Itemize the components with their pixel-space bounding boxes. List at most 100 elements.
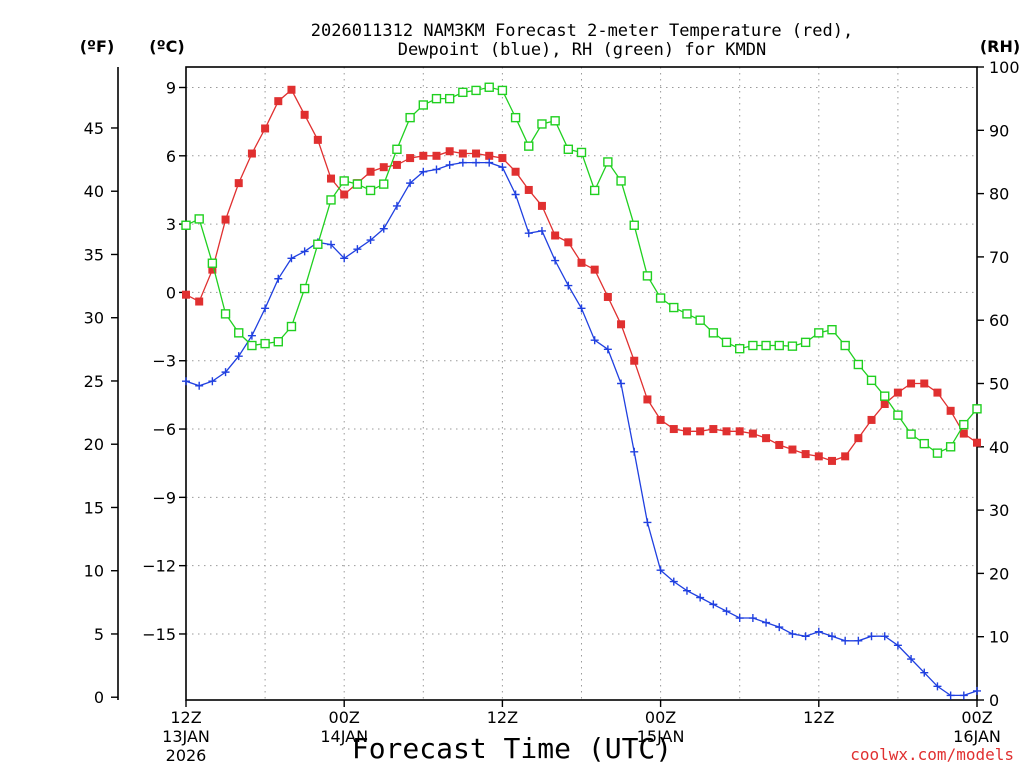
rh-point: [326, 195, 336, 205]
celsius-tick-label: 9: [166, 78, 176, 97]
temperature-point: [854, 434, 863, 443]
rh-tick-label: 30: [989, 501, 1009, 520]
celsius-tick-label: −12: [142, 557, 176, 576]
dewpoint-point: [472, 158, 481, 167]
dewpoint-point: [814, 627, 823, 636]
temperature-point: [709, 425, 718, 434]
dewpoint-point: [946, 691, 955, 700]
dewpoint-point: [775, 623, 784, 632]
dewpoint-point: [682, 586, 691, 595]
rh-point: [405, 112, 415, 123]
rh-point: [655, 293, 666, 303]
dewpoint-point: [656, 566, 665, 575]
dewpoint-point: [617, 379, 626, 388]
series-layer: [181, 82, 982, 700]
temperature-point: [630, 356, 639, 365]
temperature-point: [827, 456, 836, 465]
rh-point: [524, 141, 534, 151]
rh-point: [629, 220, 639, 230]
dewpoint-point: [893, 641, 902, 650]
dewpoint-series: [182, 158, 981, 700]
temperature-point: [379, 163, 388, 172]
dewpoint-point: [643, 518, 652, 527]
rh-point: [313, 239, 323, 249]
rh-point: [181, 220, 191, 230]
celsius-tick-label: −9: [152, 488, 176, 507]
temperature-point: [195, 297, 204, 306]
dewpoint-point: [498, 163, 507, 172]
x-axis-label: Forecast Time (UTC): [352, 732, 672, 765]
temperature-point: [762, 434, 771, 443]
x-tick-label: 00Z: [645, 708, 676, 727]
celsius-tick-label: −6: [152, 420, 176, 439]
dewpoint-point: [392, 201, 401, 210]
temperature-point: [485, 151, 494, 160]
temperature-point: [722, 427, 731, 436]
temperature-point: [920, 379, 929, 388]
x-tick-label: 00Z: [329, 708, 360, 727]
rh-point: [827, 324, 837, 335]
temperature-point: [656, 415, 665, 424]
dewpoint-point: [854, 636, 863, 645]
dewpoint-point: [709, 600, 718, 609]
dewpoint-point: [748, 614, 757, 623]
dewpoint-point: [353, 245, 362, 254]
temperature-point: [458, 149, 467, 158]
rh-point: [959, 419, 969, 430]
dewpoint-point: [590, 336, 599, 345]
temperature-point: [498, 154, 507, 163]
temperature-point: [669, 425, 678, 434]
temperature-point: [788, 445, 797, 454]
dewpoint-point: [300, 247, 309, 256]
dewpoint-point: [551, 256, 560, 265]
temperature-point: [617, 320, 626, 329]
temperature-point: [445, 147, 454, 156]
dewpoint-point: [722, 607, 731, 616]
rh-point: [194, 214, 204, 224]
rh-tick-label: 40: [989, 438, 1009, 457]
dewpoint-point: [762, 618, 771, 627]
temperature-point: [208, 265, 217, 274]
temperature-point: [735, 427, 744, 436]
fahrenheit-unit-label: (ºF): [80, 37, 115, 56]
temperature-point: [893, 388, 902, 397]
rh-point: [510, 112, 521, 123]
temperature-point: [748, 429, 757, 438]
temperature-point: [419, 151, 428, 160]
temperature-point: [524, 185, 533, 194]
dewpoint-point: [973, 686, 981, 695]
rh-point: [418, 100, 428, 110]
temperature-point: [814, 452, 823, 461]
temperature-point: [287, 85, 296, 94]
rh-point: [761, 340, 771, 351]
rh-point: [484, 82, 494, 92]
temperature-point: [801, 450, 810, 459]
rh-point: [392, 144, 402, 154]
rh-tick-label: 70: [989, 248, 1009, 267]
rh-point: [576, 147, 587, 158]
rh-point: [893, 410, 903, 420]
x-tick-label: 12Z: [803, 708, 834, 727]
dewpoint-point: [933, 682, 942, 691]
temperature-point: [313, 135, 322, 144]
dewpoint-point: [195, 381, 204, 390]
dewpoint-point: [379, 224, 388, 233]
fahrenheit-tick-label: 25: [84, 372, 104, 391]
rh-point: [919, 438, 929, 449]
temperature-point: [590, 265, 599, 274]
temperature-point: [933, 388, 942, 397]
rh-point: [247, 340, 257, 351]
dewpoint-point: [234, 352, 243, 361]
rh-tick-label: 0: [989, 691, 999, 710]
temperature-point: [643, 395, 652, 404]
dewpoint-point: [406, 179, 415, 188]
temperature-point: [564, 238, 573, 247]
rh-point: [537, 119, 547, 129]
dewpoint-point: [419, 167, 428, 176]
temperature-point: [182, 290, 190, 299]
rh-point: [748, 340, 758, 351]
rh-point: [721, 337, 732, 348]
fahrenheit-tick-label: 45: [84, 119, 104, 138]
rh-point: [273, 337, 283, 347]
